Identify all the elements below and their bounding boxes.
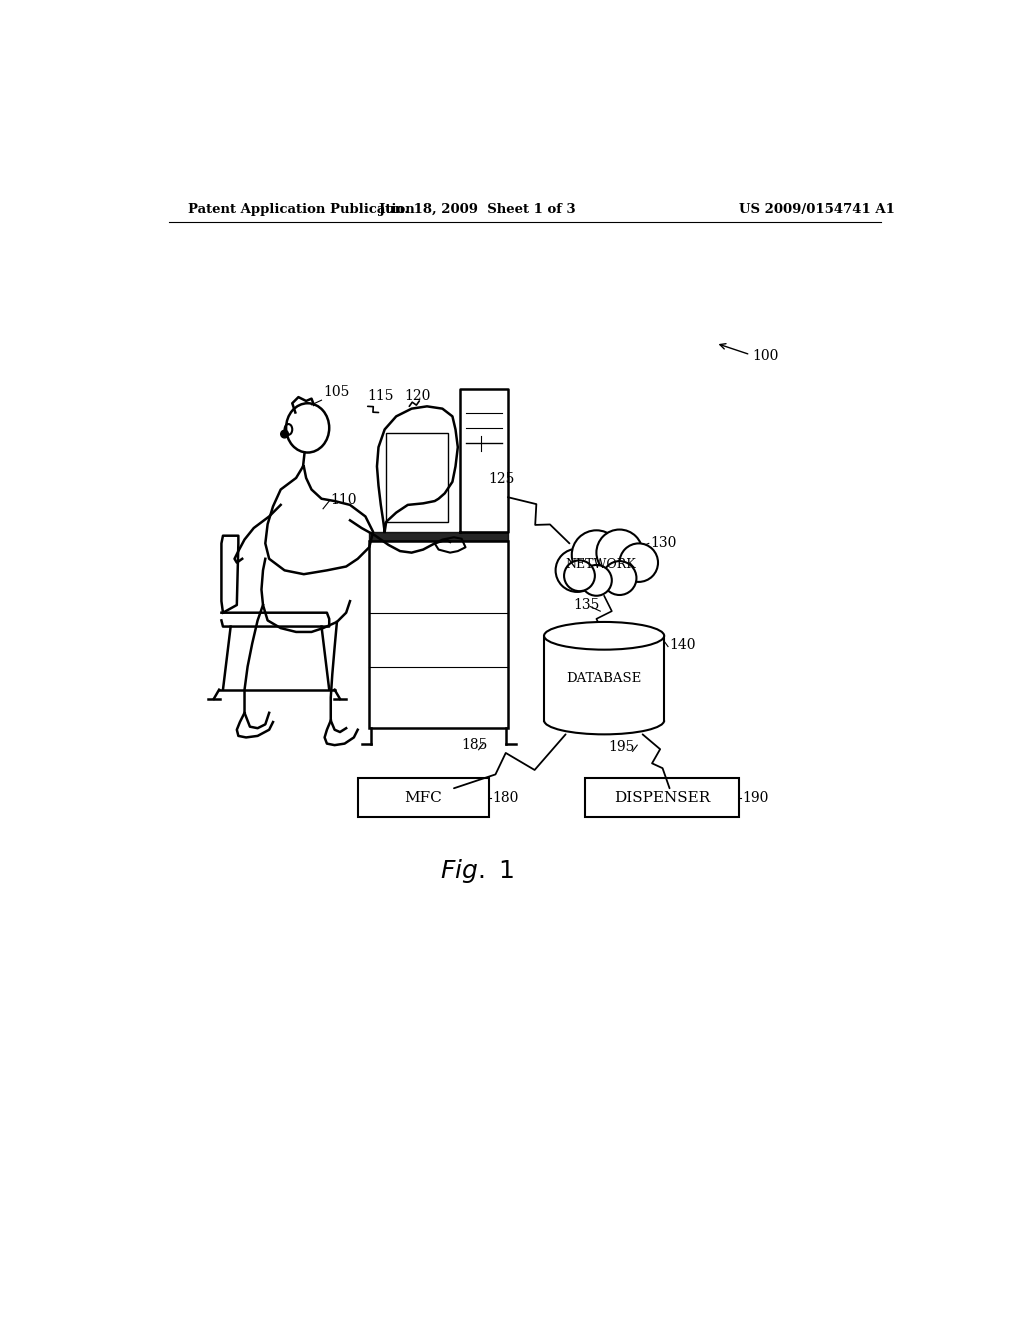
Text: MFC: MFC bbox=[404, 791, 442, 804]
Text: Patent Application Publication: Patent Application Publication bbox=[188, 203, 415, 216]
Text: 135: 135 bbox=[573, 598, 600, 612]
Text: 125: 125 bbox=[488, 471, 515, 486]
Text: 180: 180 bbox=[493, 791, 519, 804]
Bar bbox=[370, 541, 508, 729]
Circle shape bbox=[571, 531, 621, 579]
Text: DISPENSER: DISPENSER bbox=[613, 791, 710, 804]
Text: NETWORK: NETWORK bbox=[565, 557, 636, 570]
Text: 100: 100 bbox=[753, 350, 779, 363]
Text: 190: 190 bbox=[742, 791, 769, 804]
Text: 120: 120 bbox=[403, 389, 430, 404]
Text: 185: 185 bbox=[462, 738, 488, 752]
Text: 110: 110 bbox=[331, 494, 357, 507]
Bar bbox=[357, 779, 488, 817]
Bar bbox=[386, 433, 447, 521]
Text: 140: 140 bbox=[670, 638, 696, 652]
Circle shape bbox=[564, 560, 595, 591]
Text: $\mathit{Fig.\ 1}$: $\mathit{Fig.\ 1}$ bbox=[440, 857, 514, 884]
Text: 130: 130 bbox=[650, 536, 677, 550]
Circle shape bbox=[281, 430, 289, 438]
Text: DATABASE: DATABASE bbox=[566, 672, 642, 685]
Text: 115: 115 bbox=[368, 389, 394, 404]
Circle shape bbox=[602, 561, 637, 595]
Bar bbox=[585, 779, 739, 817]
Circle shape bbox=[581, 565, 611, 595]
Text: 195: 195 bbox=[608, 741, 634, 755]
Text: Jun. 18, 2009  Sheet 1 of 3: Jun. 18, 2009 Sheet 1 of 3 bbox=[379, 203, 575, 216]
Text: US 2009/0154741 A1: US 2009/0154741 A1 bbox=[739, 203, 895, 216]
Circle shape bbox=[556, 549, 599, 591]
Bar bbox=[544, 636, 665, 721]
Ellipse shape bbox=[544, 622, 665, 649]
Text: 105: 105 bbox=[323, 384, 349, 399]
Circle shape bbox=[596, 529, 643, 576]
Circle shape bbox=[620, 544, 658, 582]
